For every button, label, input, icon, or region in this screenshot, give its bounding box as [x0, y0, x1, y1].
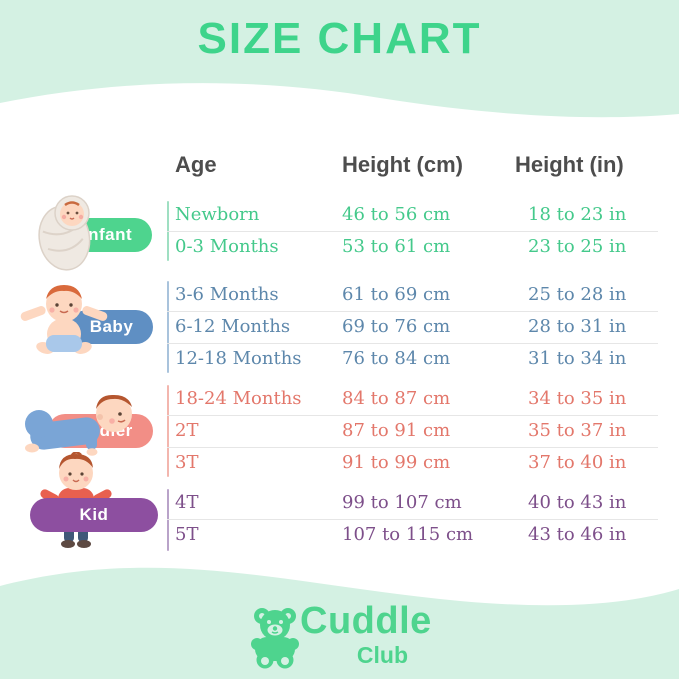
- height-in-cell: 18 to 23 in: [528, 204, 627, 225]
- kid-group-label: Kid: [79, 505, 109, 524]
- height-cm-cell: 69 to 76 cm: [342, 316, 451, 337]
- height-cm-cell: 107 to 115 cm: [342, 524, 474, 545]
- column-header-height-cm: Height (cm): [342, 152, 463, 177]
- height-in-cell: 40 to 43 in: [528, 492, 627, 513]
- brand-name: Cuddle: [300, 600, 432, 642]
- height-cm-cell: 84 to 87 cm: [342, 388, 451, 409]
- height-in-cell: 34 to 35 in: [528, 388, 627, 409]
- brand-sub-name: Club: [356, 642, 408, 668]
- age-cell: 12-18 Months: [175, 348, 302, 369]
- baby-group-rule: [167, 281, 169, 373]
- swaddled-infant-illustration: [38, 195, 91, 271]
- baby-group-label: Baby: [89, 317, 134, 336]
- height-in-cell: 25 to 28 in: [528, 284, 627, 305]
- height-in-cell: 43 to 46 in: [528, 524, 627, 545]
- column-header-age: Age: [175, 152, 217, 177]
- height-cm-cell: 87 to 91 cm: [342, 420, 451, 441]
- teddy-bear-icon: [251, 608, 299, 669]
- row-divider: [167, 231, 658, 232]
- height-cm-cell: 46 to 56 cm: [342, 204, 451, 225]
- height-cm-cell: 91 to 99 cm: [342, 452, 451, 473]
- height-in-cell: 35 to 37 in: [528, 420, 627, 441]
- row-divider: [167, 311, 658, 312]
- height-in-cell: 37 to 40 in: [528, 452, 627, 473]
- kid-group-rule: [167, 489, 169, 551]
- height-cm-cell: 61 to 69 cm: [342, 284, 451, 305]
- age-cell: 3T: [175, 452, 199, 473]
- sitting-baby-illustration: [20, 285, 108, 354]
- page-title: SIZE CHART: [197, 14, 482, 63]
- crawling-toddler-illustration: [25, 394, 132, 456]
- column-header-height-in: Height (in): [515, 152, 624, 177]
- row-divider: [167, 343, 658, 344]
- row-divider: [167, 415, 658, 416]
- age-cell: 2T: [175, 420, 199, 441]
- height-cm-cell: 53 to 61 cm: [342, 236, 451, 257]
- age-cell: 4T: [175, 492, 199, 513]
- height-in-cell: 28 to 31 in: [528, 316, 627, 337]
- age-cell: 0-3 Months: [175, 236, 279, 257]
- height-in-cell: 23 to 25 in: [528, 236, 627, 257]
- kid-group-pill: Kid: [30, 498, 158, 532]
- height-in-cell: 31 to 34 in: [528, 348, 627, 369]
- row-divider: [167, 519, 658, 520]
- age-cell: 18-24 Months: [175, 388, 302, 409]
- age-cell: 5T: [175, 524, 199, 545]
- height-cm-cell: 76 to 84 cm: [342, 348, 451, 369]
- height-cm-cell: 99 to 107 cm: [342, 492, 462, 513]
- age-cell: 6-12 Months: [175, 316, 291, 337]
- infant-group-label: Infant: [82, 225, 133, 244]
- baby-group-pill: Baby: [70, 310, 153, 344]
- toddler-group-rule: [167, 385, 169, 477]
- age-cell: 3-6 Months: [175, 284, 279, 305]
- age-cell: Newborn: [175, 204, 260, 225]
- row-divider: [167, 447, 658, 448]
